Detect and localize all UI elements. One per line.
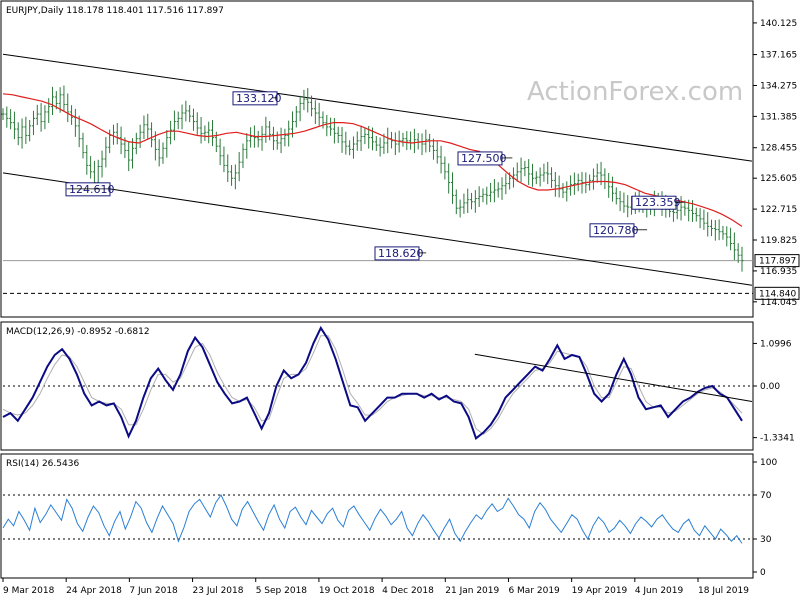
x-axis: 9 Mar 2018 24 Apr 2018 7 Jun 2018 23 Jul 20… <box>2 578 749 596</box>
price-panel-frame <box>0 0 754 318</box>
x-tick-label: 24 Apr 2018 <box>66 586 122 596</box>
x-tick-label: 21 Jan 2019 <box>445 586 499 596</box>
instrument-header: EURJPY,Daily 118.178 118.401 117.516 117… <box>6 6 224 16</box>
rsi-y-tick-label: 70 <box>760 491 772 501</box>
rsi-line <box>2 494 743 544</box>
support-label-box <box>754 286 800 300</box>
macd-main-line <box>2 325 743 440</box>
macd-panel: MACD(12,26,9) -0.8952 -0.6812 1.0996 0.00… <box>0 321 795 451</box>
price-annotation-label: 124.610 <box>69 183 115 196</box>
price-annotation-box <box>589 223 635 238</box>
x-tick-label: 4 Dec 2018 <box>382 586 434 596</box>
price-y-tick-label: 128.455 <box>760 144 797 154</box>
macd-lines <box>2 325 743 440</box>
rsi-levels <box>3 494 753 540</box>
rsi-panel-frame <box>0 453 754 579</box>
price-y-tick-label: 131.385 <box>760 112 797 122</box>
macd-y-tick-label: 0.00 <box>760 382 780 392</box>
rsi-series-line <box>2 494 743 544</box>
rsi-y-tick-label: 30 <box>760 535 772 545</box>
price-y-tick-label: 122.715 <box>760 205 797 215</box>
macd-y-tick-label: -1.3341 <box>760 434 795 444</box>
price-y-tick-label: 116.935 <box>760 267 797 277</box>
price-annotation-label: 123.359 <box>635 196 681 209</box>
price-annotation-box <box>631 195 677 210</box>
price-annotation-box <box>374 246 420 261</box>
x-tick-label: 19 Apr 2019 <box>572 586 628 596</box>
x-tick-label: 5 Sep 2018 <box>256 586 308 596</box>
moving-average <box>2 93 743 227</box>
x-tick-label: 18 Jul 2019 <box>698 586 749 596</box>
rsi-panel: RSI(14) 26.5436 100 70 30 0 <box>0 453 777 579</box>
x-tick-label: 23 Jul 2018 <box>193 586 244 596</box>
support-label: 114.840 <box>759 289 796 299</box>
price-annotation-box <box>457 151 503 166</box>
price-annotation-box <box>65 182 111 197</box>
price-annotation-label: 127.500 <box>461 152 507 165</box>
macd-trendline-stroke <box>474 353 753 402</box>
price-panel: EURJPY,Daily 118.178 118.401 117.516 117… <box>0 0 800 318</box>
x-tick-label: 7 Jun 2018 <box>129 586 178 596</box>
price-y-labels: 140.125 137.165 134.275 131.385 128.455 125.6… <box>753 19 797 308</box>
price-y-tick-label: 114.045 <box>760 298 797 308</box>
price-y-tick-label: 134.275 <box>760 81 797 91</box>
price-y-tick-label: 125.605 <box>760 174 797 184</box>
current-price-box <box>754 254 800 268</box>
x-tick-label: 6 Mar 2019 <box>508 586 560 596</box>
x-tick-label: 4 Jun 2019 <box>635 586 684 596</box>
channel-upper-line <box>2 53 753 162</box>
rsi-y-tick-label: 100 <box>760 458 777 468</box>
macd-y-tick-label: 1.0996 <box>760 339 792 349</box>
macd-trendline <box>474 353 753 402</box>
x-tick-label: 9 Mar 2018 <box>3 586 55 596</box>
price-annotation-label: 133.120 <box>236 92 282 105</box>
price-annotation-box <box>232 91 278 106</box>
current-price-line: 117.897 <box>3 254 800 268</box>
channel-lower-line <box>2 172 753 286</box>
support-line: 114.840 <box>3 286 800 300</box>
price-annotation-label: 120.780 <box>593 224 639 237</box>
price-y-tick-label: 137.165 <box>760 51 797 61</box>
moving-average-line <box>2 93 743 227</box>
price-y-tick-label: 119.825 <box>760 236 797 246</box>
rsi-header: RSI(14) 26.5436 <box>6 459 79 469</box>
price-annotations: 133.120 124.610 127.500 123.359 120.780 118.6… <box>65 91 685 261</box>
macd-header: MACD(12,26,9) -0.8952 -0.6812 <box>6 327 150 337</box>
price-y-tick-label: 140.125 <box>760 19 797 29</box>
x-tick-label: 19 Oct 2018 <box>319 586 375 596</box>
price-annotation-label: 118.620 <box>378 247 424 260</box>
watermark: ActionForex.com <box>527 77 743 107</box>
rsi-y-labels: 100 70 30 0 <box>753 458 777 578</box>
rsi-y-tick-label: 0 <box>760 568 766 578</box>
current-price-label: 117.897 <box>759 257 796 267</box>
price-channel <box>2 53 753 286</box>
macd-signal-line <box>2 335 743 436</box>
macd-y-labels: 1.0996 0.00 -1.3341 <box>753 339 795 444</box>
